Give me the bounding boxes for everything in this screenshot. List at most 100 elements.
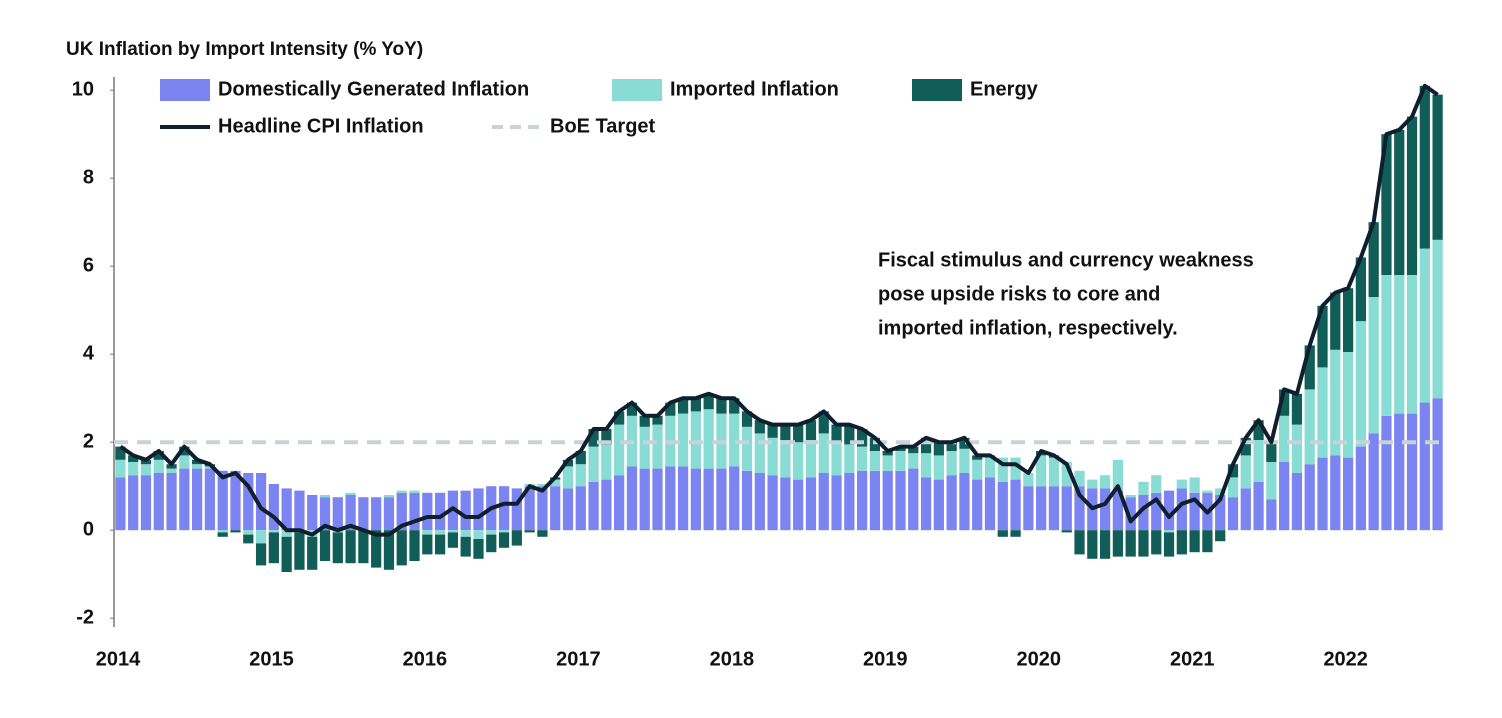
bar-segment: [204, 466, 216, 469]
bar-segment: [946, 451, 957, 476]
bar-segment: [767, 424, 778, 438]
bar-segment: [268, 530, 279, 533]
x-tick-label: 2017: [556, 648, 601, 670]
bar-segment: [1330, 349, 1341, 456]
headline-line: [119, 83, 1439, 537]
bar-segment: [908, 453, 919, 469]
bar-segment: [869, 451, 881, 471]
x-tick-label: 2018: [710, 648, 755, 670]
bar-segment: [857, 446, 868, 471]
bar-segment: [1432, 94, 1443, 240]
bar-segment: [1202, 490, 1213, 493]
bar-segment: [933, 455, 944, 480]
bar-segment: [1368, 297, 1379, 434]
bar-segment: [498, 532, 510, 548]
legend-label: BoE Target: [550, 115, 656, 137]
bar-segment: [831, 424, 842, 443]
bar-segment: [690, 411, 701, 469]
bar-segment: [703, 409, 714, 469]
bar-segment: [601, 429, 612, 445]
bar-segment: [537, 484, 548, 487]
bar-segment: [422, 534, 433, 555]
bar-segment: [166, 468, 177, 473]
bar-segment: [1163, 490, 1175, 531]
bar-segment: [767, 475, 778, 531]
bar-segment: [230, 530, 241, 533]
bar-segment: [1253, 440, 1264, 482]
bar-segment: [882, 470, 893, 531]
y-tick-label: 2: [83, 430, 94, 452]
bar-segment: [626, 466, 638, 531]
bar-segment: [869, 437, 881, 451]
bar-segment: [307, 536, 318, 570]
bar-segment: [422, 492, 433, 531]
bar-segment: [818, 411, 829, 434]
bar-segment: [1266, 499, 1277, 531]
bar-segment: [562, 466, 574, 489]
bar-segment: [946, 475, 957, 531]
bar-segment: [1227, 477, 1239, 498]
bar-segment: [1394, 413, 1405, 531]
bar-segment: [1215, 488, 1226, 495]
bar-segment: [1125, 497, 1136, 531]
bar-segment: [1023, 473, 1034, 487]
bar-segment: [1368, 222, 1379, 297]
bar-segment: [1036, 486, 1047, 531]
bar-segment: [358, 530, 369, 564]
bar-segment: [780, 440, 791, 478]
bar-segment: [383, 530, 395, 570]
bar-segment: [1074, 530, 1085, 555]
bar-segment: [217, 530, 228, 533]
bar-segment: [1163, 532, 1175, 557]
bar-segment: [1176, 479, 1187, 489]
x-tick-label: 2021: [1170, 648, 1215, 670]
bar-segment: [128, 475, 139, 531]
bar-segment: [1432, 239, 1443, 399]
bar-segment: [140, 459, 152, 465]
bar-segment: [153, 451, 164, 460]
bar-segment: [319, 495, 331, 498]
bar-segment: [460, 490, 471, 531]
bar-segment: [1304, 345, 1315, 390]
bar-segment: [920, 453, 932, 478]
bar-segment: [997, 481, 1008, 531]
bar-segment: [1189, 530, 1200, 553]
bar-segment: [319, 497, 331, 531]
bar-segment: [498, 486, 510, 531]
bar-segment: [319, 530, 331, 561]
bar-segment: [1176, 530, 1187, 555]
bar-segment: [1215, 530, 1226, 542]
annotation: Fiscal stimulus and currency weakness: [878, 249, 1254, 271]
bar-segment: [460, 530, 471, 537]
bar-segment: [895, 451, 906, 471]
bar-segment: [1317, 305, 1328, 368]
bar-segment: [741, 411, 753, 427]
bar-segment: [588, 481, 599, 531]
bar-segment: [422, 530, 433, 535]
bar-segment: [166, 464, 177, 469]
bar-segment: [537, 530, 548, 537]
bar-segment: [1304, 389, 1315, 465]
bar-segment: [153, 473, 164, 531]
bar-segment: [281, 488, 292, 531]
bar-segment: [818, 473, 829, 531]
bar-segment: [1317, 367, 1328, 458]
bar-segment: [920, 477, 932, 531]
bar-segment: [447, 530, 459, 533]
bar-segment: [434, 530, 446, 535]
bar-segment: [460, 536, 471, 557]
bar-segment: [1163, 530, 1175, 533]
bar-segment: [1266, 462, 1277, 500]
bar-segment: [793, 424, 804, 443]
legend-swatch: [612, 79, 662, 101]
bar-segment: [933, 442, 944, 456]
annotation: pose upside risks to core and: [878, 283, 1160, 305]
bar-segment: [204, 468, 216, 531]
bar-segment: [396, 490, 407, 493]
bar-segment: [1317, 457, 1328, 531]
bar-segment: [1112, 490, 1124, 531]
y-tick-label: 10: [72, 78, 94, 100]
bar-segment: [805, 477, 817, 531]
bar-segment: [639, 415, 650, 427]
bar-segment: [1099, 530, 1111, 559]
